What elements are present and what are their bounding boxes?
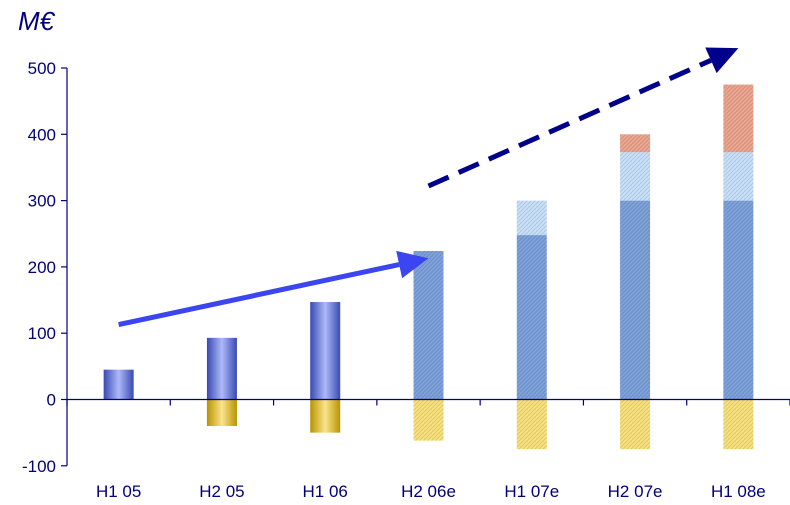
trend-arrow-dashed-line	[427, 58, 712, 189]
y-tick-label: 300	[28, 192, 56, 211]
x-tick-label: H2 07e	[608, 482, 663, 501]
bar-h1-08e-series-4	[723, 84, 754, 153]
bar-h2-06e-series-2	[413, 250, 444, 400]
bar-h2-07e-series-2	[620, 200, 651, 400]
x-tick-label: H2 06e	[401, 482, 456, 501]
x-tick-label: H2 05	[199, 482, 244, 501]
unit-label: M€	[18, 6, 55, 36]
y-tick-label: 200	[28, 258, 56, 277]
bar-h1-07e-series-2	[516, 235, 547, 400]
x-tick-label: H1 06	[303, 482, 348, 501]
y-tick-label: 500	[28, 59, 56, 78]
y-tick-label: 0	[47, 391, 56, 410]
bar-h2-05-series-0	[206, 337, 237, 400]
bar-h2-05-series-1	[206, 399, 237, 427]
bar-h1-06-series-0	[310, 302, 341, 400]
x-tick-label: H1 05	[96, 482, 141, 501]
bar-h1-06-series-1	[310, 399, 341, 433]
trend-arrow-solid-head	[396, 250, 429, 279]
x-tick-label: H1 07e	[504, 482, 559, 501]
trend-arrow-dashed-head	[705, 47, 739, 74]
bar-h2-06e-series-5	[413, 399, 444, 441]
trend-arrow-solid-line	[118, 262, 400, 328]
bar-h2-07e-series-4	[620, 134, 651, 153]
bar-h1-08e-series-3	[723, 152, 754, 201]
bar-h2-07e-series-5	[620, 399, 651, 450]
bar-h1-08e-series-2	[723, 200, 754, 400]
bar-h1-08e-series-5	[723, 399, 754, 450]
bar-h1-07e-series-5	[516, 399, 547, 450]
x-tick-label: H1 08e	[711, 482, 766, 501]
y-tick-label: -100	[22, 457, 56, 476]
y-tick-label: 400	[28, 125, 56, 144]
bar-h1-07e-series-3	[516, 200, 547, 236]
bar-h2-07e-series-3	[620, 152, 651, 201]
bar-h1-05-series-0	[103, 369, 134, 400]
y-tick-label: 100	[28, 324, 56, 343]
